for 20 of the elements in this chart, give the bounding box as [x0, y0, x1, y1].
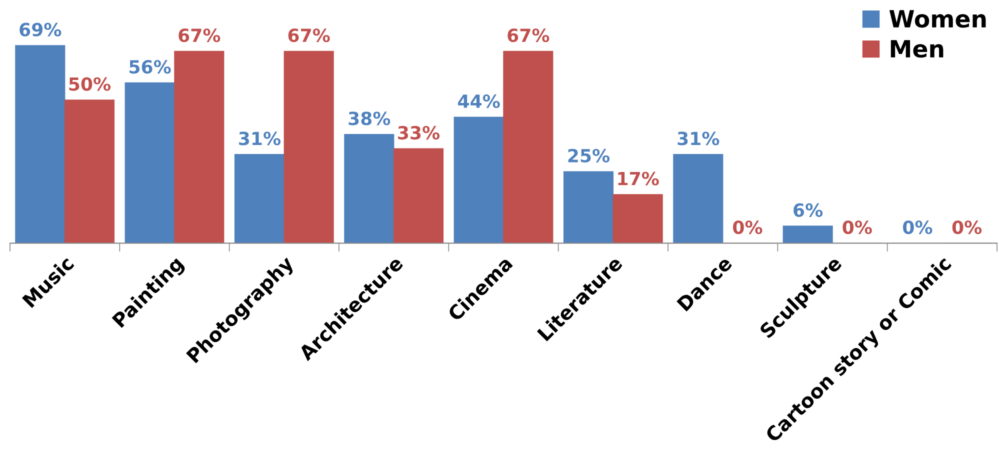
- data-label: 6%: [794, 203, 823, 217]
- data-label: 67%: [288, 28, 330, 42]
- legend-label: Men: [890, 40, 944, 58]
- data-label: 69%: [20, 22, 62, 36]
- data-label: 50%: [69, 77, 111, 91]
- data-label: 44%: [458, 94, 500, 108]
- data-label: 0%: [903, 220, 932, 234]
- legend-label: Women: [889, 10, 986, 28]
- data-label: 25%: [568, 148, 610, 163]
- data-label: 67%: [508, 28, 550, 42]
- data-label: 33%: [398, 126, 440, 140]
- data-label: 0%: [842, 220, 872, 234]
- data-label: 38%: [348, 112, 390, 126]
- data-label: 31%: [239, 132, 281, 146]
- data-label: 17%: [618, 172, 659, 186]
- data-label: 56%: [130, 60, 171, 74]
- data-label: 0%: [733, 220, 762, 234]
- data-label: 0%: [952, 220, 982, 234]
- data-label: 31%: [678, 132, 720, 146]
- data-label: 67%: [178, 28, 220, 42]
